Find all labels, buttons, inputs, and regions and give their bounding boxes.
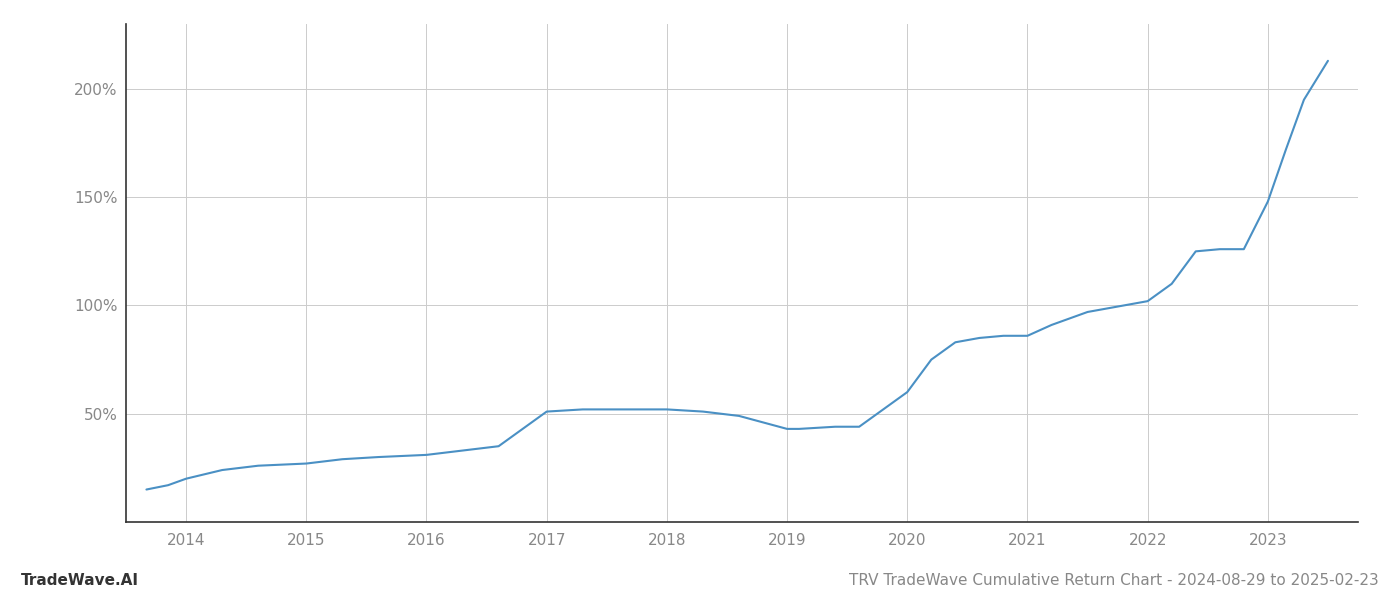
Text: TRV TradeWave Cumulative Return Chart - 2024-08-29 to 2025-02-23: TRV TradeWave Cumulative Return Chart - …	[850, 573, 1379, 588]
Text: TradeWave.AI: TradeWave.AI	[21, 573, 139, 588]
